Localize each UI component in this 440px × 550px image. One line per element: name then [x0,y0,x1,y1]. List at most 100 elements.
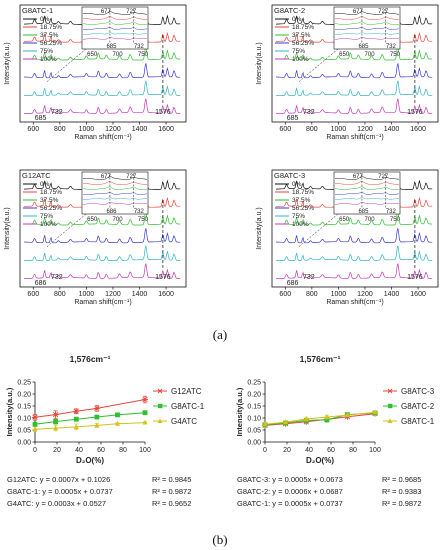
inset-tick-label: 700 [365,217,376,223]
annotation-low-1: 686 [35,280,47,287]
spectrum-line-75% [275,245,433,261]
inset-label: 732 [386,209,397,215]
annotation-1576: 1576 [407,109,423,116]
legend-label: 56.25% [40,40,62,47]
annotation-low-2: 732 [51,274,63,281]
legend-label: 75% [292,213,305,220]
y-tick-label: 0.10 [247,416,261,423]
data-point [93,405,100,412]
panel-title: G8ATC-1 [22,6,53,15]
annotation-low-1: 685 [287,115,299,122]
inset-label: 727 [126,174,137,180]
spectrum-line-37.5% [276,210,433,226]
inset-line [334,192,400,195]
legend-label: 100% [40,221,57,228]
equation-text: G8ATC-3: y = 0.0005x + 0.0673 [237,475,343,484]
x-tick-label: 600 [279,291,291,298]
r-squared-text: R² = 0.9685 [382,475,421,484]
r-squared-text: R² = 0.9845 [152,475,191,484]
r-squared-text: R² = 0.9872 [382,499,421,508]
legend-label: 18.75% [292,24,314,31]
legend-marker [158,403,163,409]
x-tick-label: 80 [349,447,357,454]
x-tick-label: 1200 [105,291,121,298]
inset-line [334,11,400,15]
equation-text: G8ATC-2: y = 0.0006x + 0.0687 [237,487,343,496]
x-tick-label: 800 [306,291,318,298]
data-point [53,425,59,431]
legend-label: 75% [40,213,53,220]
annotation-low-1: 685 [35,115,47,122]
y-tick-label: 0.15 [247,404,261,411]
inset-label: 677 [101,9,112,15]
inset-label: 732 [134,44,145,50]
y-axis-label: Intensity(a.u.) [5,387,14,436]
inset-label: 732 [386,44,397,50]
plot-frame [19,169,187,288]
equation-text: G8ATC-1: y = 0.0005x + 0.0737 [7,487,113,496]
annotation-1576: 1576 [155,274,171,281]
spectrum-line-56.25% [24,228,181,244]
inset-line [334,202,400,205]
inset-tick-label: 650 [87,217,98,223]
inset-tick-label: 700 [113,217,124,223]
inset-label: 677 [353,174,364,180]
x-tick-label: 1000 [331,291,347,298]
y-tick-label: 0.20 [247,392,261,399]
inset-line [82,11,148,15]
data-point [372,409,378,415]
inset-tick-label: 750 [390,52,401,58]
inset-line [334,176,400,180]
inset-label: 685 [358,209,369,215]
data-point [32,426,38,432]
inset-line [82,202,148,205]
data-point [345,412,350,418]
inset-label: 727 [378,174,389,180]
x-tick-label: 40 [75,447,83,454]
x-tick-label: 20 [283,447,291,454]
inset-line [334,186,400,190]
inset-tick-label: 700 [113,52,124,58]
legend-label: 75% [40,48,53,55]
inset-line [82,176,148,180]
inset-tick-label: 750 [390,217,401,223]
data-point [73,408,80,415]
y-tick-label: 0.25 [247,380,261,387]
legend-label: 56.25% [40,205,62,212]
series-line-G8ATC-1 [264,411,376,425]
y-tick-label: 0.20 [17,392,31,399]
annotation-low-2: 732 [51,109,63,116]
y-axis-label: Intensity(a.u.) [235,387,244,436]
spectrum-line-37.5% [24,45,181,61]
spectrum-line-100% [24,98,181,114]
legend-label: 100% [40,56,57,63]
y-tick-label: 0.25 [17,380,31,387]
inset-tick-label: 750 [138,52,149,58]
panel-title: G12ATC [22,171,51,180]
inset-pointer [298,48,339,83]
data-point [32,421,38,427]
y-tick-label: 0.05 [247,428,261,435]
inset-label: 685 [106,44,117,50]
inset-pointer [46,48,87,83]
inset-zoom: 677 727 685 732 [333,171,401,215]
x-tick-label: 1200 [357,126,373,133]
r-squared-text: R² = 0.9383 [382,487,421,496]
legend-label: 18.75% [292,189,314,196]
inset-label: 686 [106,209,117,215]
data-point [32,414,38,421]
inset-line [83,197,148,200]
annotation-low-1: 686 [287,280,299,287]
annotation-1576: 1576 [407,274,423,281]
inset-tick-label: 650 [87,52,98,58]
panel-a-label: (a) [213,327,227,342]
data-point [142,396,148,403]
legend-label: 0% [292,16,302,23]
data-point [73,424,79,429]
legend-label: 37.5% [292,197,311,204]
y-axis-label: Intensity(a.u.) [4,207,11,249]
x-axis-label: Raman shift(cm⁻¹) [74,134,131,141]
spectrum-panel-2: 1576 685 732 600 800 1000 1200 1400 1600 Raman sh… [256,4,439,141]
x-tick-label: 1000 [79,291,95,298]
